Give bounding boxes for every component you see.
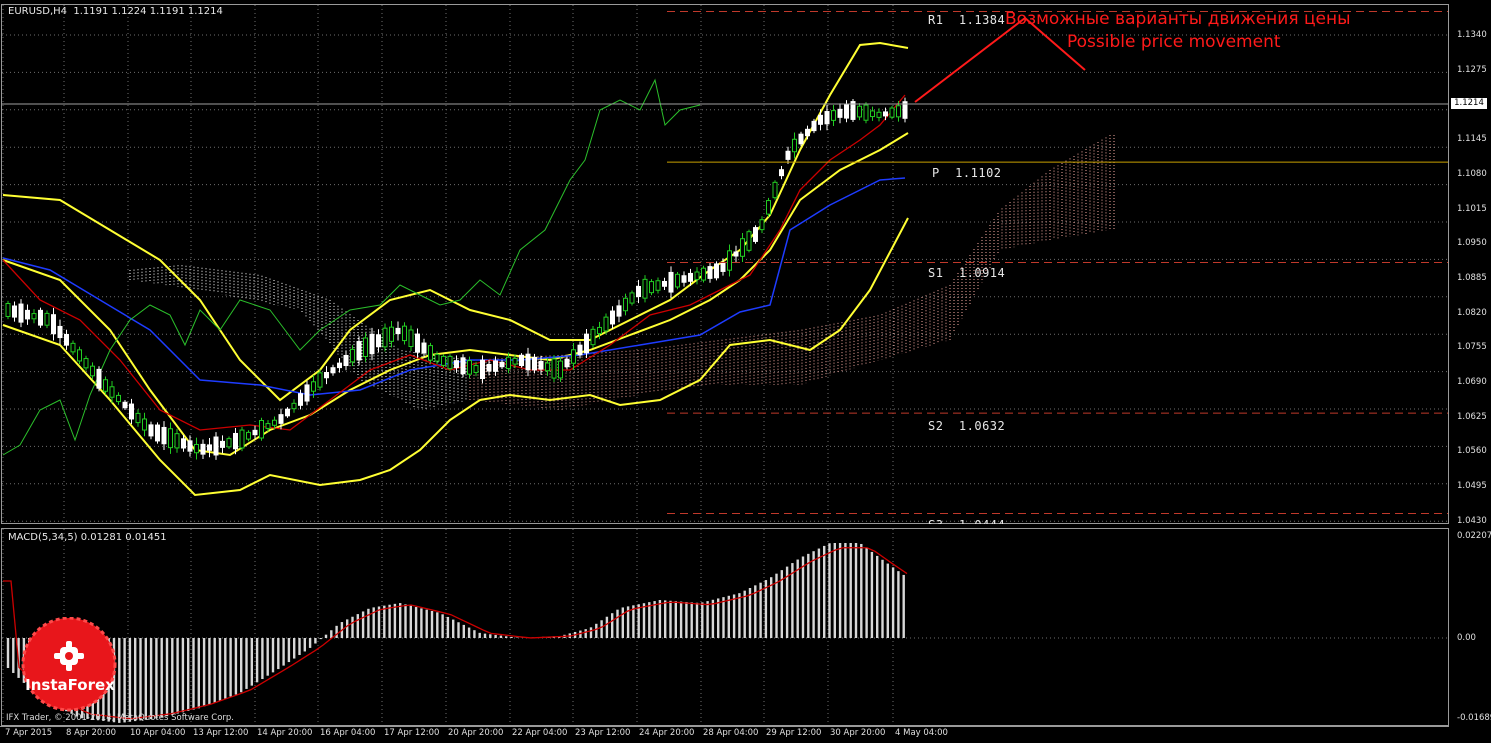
annotation-russian: Возможные варианты движения цены [1005, 9, 1351, 29]
time-tick-10: 24 Apr 20:00 [639, 728, 695, 738]
price-tick-12: 1.0560 [1457, 446, 1487, 457]
time-tick-14: 4 May 04:00 [895, 728, 948, 738]
chart-frame [0, 4, 1449, 727]
logo-text: InstaForex [25, 676, 115, 694]
price-tick-8: 1.0820 [1457, 307, 1487, 318]
level-r1-label: R1 1.1384 [928, 13, 1006, 27]
time-tick-13: 30 Apr 20:00 [830, 728, 886, 738]
price-tick-1: 1.1275 [1457, 64, 1487, 75]
macd-tick-0: 0.02207 [1457, 531, 1491, 541]
price-movement-arrow [914, 17, 1086, 103]
level-s1-label: S1 1.0914 [928, 266, 1006, 280]
candlesticks [5, 97, 908, 460]
time-tick-7: 20 Apr 20:00 [448, 728, 504, 738]
pivot-levels [2, 11, 1448, 515]
instaforex-logo [21, 617, 117, 712]
level-s3-label: S3 1.0444 [928, 518, 1005, 524]
level-p-label: P 1.1102 [932, 166, 1002, 180]
macd-tick-2: -0.01689 [1457, 713, 1491, 723]
time-tick-11: 28 Apr 04:00 [703, 728, 759, 738]
price-tick-7: 1.0885 [1457, 272, 1487, 283]
time-tick-9: 23 Apr 12:00 [575, 728, 631, 738]
price-tick-6: 1.0950 [1457, 238, 1487, 249]
time-tick-5: 16 Apr 04:00 [320, 728, 376, 738]
time-tick-0: 7 Apr 2015 [5, 728, 53, 738]
ichimoku-cloud [129, 135, 1115, 410]
time-tick-1: 8 Apr 20:00 [66, 728, 117, 738]
price-tick-10: 1.0690 [1457, 377, 1487, 387]
price-tick-0: 1.1340 [1457, 30, 1487, 40]
current-price-tag: 1.1214 [1451, 98, 1487, 109]
price-tick-13: 1.0495 [1457, 481, 1487, 492]
price-tick-11: 1.0625 [1457, 411, 1487, 422]
price-tick-3: 1.1145 [1457, 134, 1487, 145]
time-tick-8: 22 Apr 04:00 [512, 728, 568, 738]
main-chart-title: EURUSD,H4 1.1191 1.1224 1.1191 1.1214 [8, 6, 223, 17]
macd-title: MACD(5,34,5) 0.01281 0.01451 [8, 532, 167, 543]
price-tick-9: 1.0755 [1457, 342, 1487, 353]
annotation-english: Possible price movement [1067, 32, 1281, 52]
copyright-text: IFX Trader, © 2001-2014, MetaQuotes Soft… [6, 713, 235, 723]
chart-grid [2, 5, 1448, 725]
time-tick-4: 14 Apr 20:00 [257, 728, 313, 738]
time-tick-2: 10 Apr 04:00 [130, 728, 186, 738]
macd-tick-1: 0.00 [1457, 633, 1476, 643]
time-tick-3: 13 Apr 12:00 [193, 728, 249, 738]
price-tick-5: 1.1015 [1457, 203, 1487, 214]
price-tick-4: 1.1080 [1457, 168, 1487, 179]
level-s2-label: S2 1.0632 [928, 419, 1006, 433]
time-tick-12: 29 Apr 12:00 [766, 728, 822, 738]
price-tick-14: 1.0430 [1457, 515, 1487, 526]
time-tick-6: 17 Apr 12:00 [384, 728, 440, 738]
